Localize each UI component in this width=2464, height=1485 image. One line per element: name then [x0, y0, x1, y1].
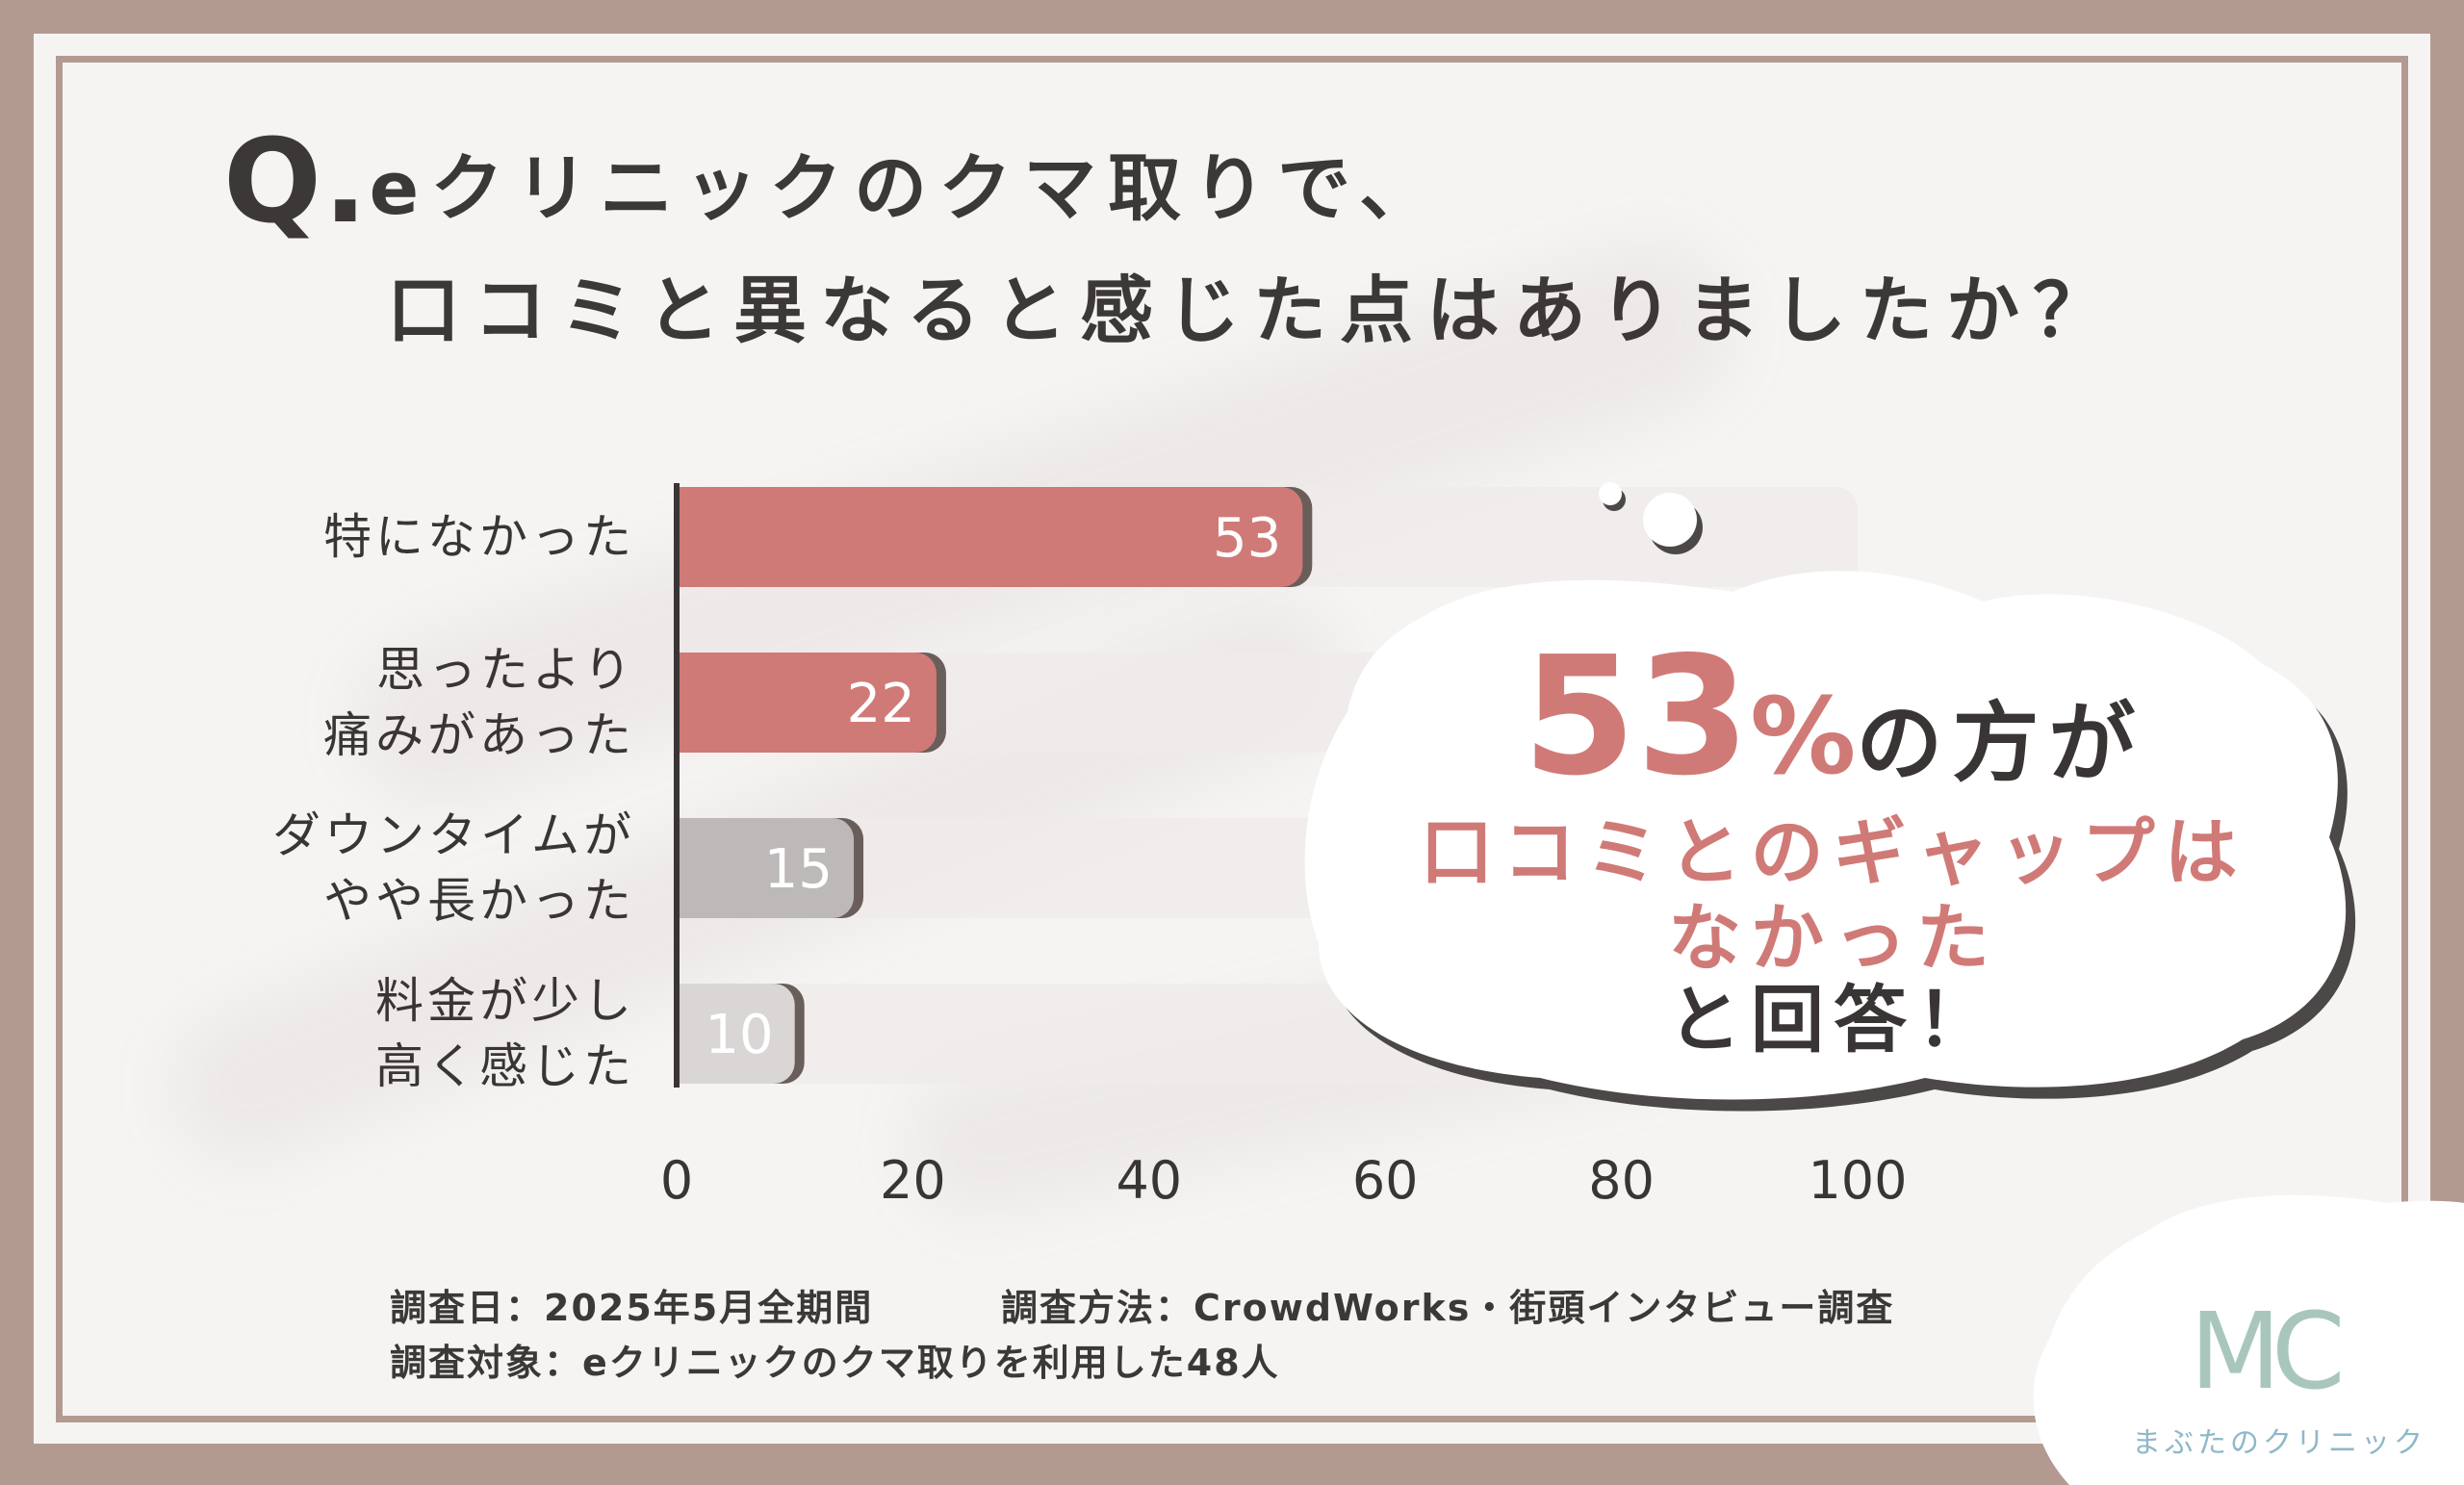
survey-date: 調査日：2025年5月全期間 [390, 1287, 874, 1329]
category-label: 思ったより痛みがあった [250, 637, 635, 768]
category-label-line: ダウンタイムが [272, 807, 635, 863]
bar-left-square [677, 487, 715, 587]
category-label-line: 高く感じた [375, 1038, 635, 1094]
callout-line-3: なかった [1668, 895, 1999, 981]
x-tick-label: 100 [1808, 1150, 1907, 1211]
survey-target: 調査対象：eクリニックのクマ取りを利用した48人 [390, 1342, 1280, 1384]
bar-left-square [677, 984, 715, 1084]
y-axis-line [674, 483, 680, 1088]
survey-method: 調査方法：CrowdWorks・街頭インタビュー調査 [1001, 1287, 1895, 1329]
x-tick-label: 80 [1588, 1150, 1655, 1211]
bar [677, 653, 937, 753]
bar-left-square [677, 818, 715, 918]
category-label-line: 思ったより [376, 642, 635, 698]
logo-mark: MC [2190, 1290, 2346, 1413]
title-line-2: 口コミと異なると感じた点はありましたか？ [387, 268, 2119, 353]
category-label: 料金が少し高く感じた [250, 968, 635, 1099]
bar-value-label: 22 [847, 673, 915, 735]
x-tick-label: 60 [1352, 1150, 1419, 1211]
bar-value-label: 53 [1213, 507, 1281, 570]
title-line-1: eクリニックのクマ取りで、 [369, 145, 1445, 231]
x-tick-label: 20 [880, 1150, 946, 1211]
callout-headline: 53%の方が [1328, 635, 2339, 799]
callout-line-2: 口コミとのギャップは [1420, 809, 2247, 895]
x-tick-label: 40 [1116, 1150, 1182, 1211]
category-label-line: やや長かった [323, 873, 635, 929]
category-label-line: 料金が少し [375, 973, 635, 1029]
logo-name: まぶたのクリニック [2132, 1426, 2426, 1460]
category-label-line: 痛みがあった [323, 707, 635, 763]
category-label: 特になかった [250, 504, 635, 570]
category-label-line: 特になかった [323, 509, 635, 565]
question-title: Q.eクリニックのクマ取りで、 口コミと異なると感じた点はありましたか？ [223, 125, 2106, 347]
bar-value-label: 15 [764, 838, 833, 901]
callout-suffix: の方が [1856, 693, 2145, 794]
bar-left-square [677, 653, 715, 753]
callout-percent-number: 53 [1522, 622, 1751, 812]
callout-percent-sign: % [1750, 675, 1857, 798]
question-mark-label: Q. [223, 115, 370, 249]
bar-value-label: 10 [705, 1004, 773, 1066]
bar [677, 818, 855, 918]
x-tick-label: 0 [660, 1150, 693, 1211]
callout-line-4: と回答！ [1668, 977, 1999, 1063]
category-label: ダウンタイムがやや長かった [250, 803, 635, 934]
bar [677, 487, 1303, 587]
